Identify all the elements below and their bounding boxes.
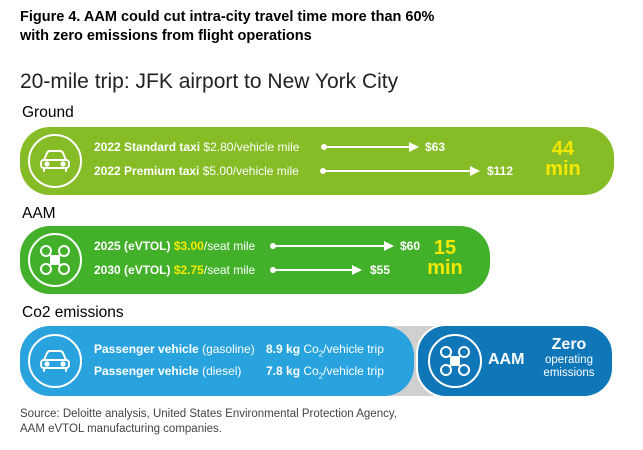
aam-duration-unit: min <box>427 257 463 279</box>
section-label-aam: AAM <box>22 205 56 222</box>
zero-sub-2: emissions <box>543 367 595 379</box>
section-label-ground: Ground <box>22 104 74 121</box>
co2-row-1-label: Passenger vehicle <box>94 342 199 356</box>
co2-row-2-fuel: (diesel) <box>202 364 242 378</box>
subtitle: 20-mile trip: JFK airport to New York Ci… <box>20 70 399 93</box>
co2-row-2-unit-prefix: Co <box>303 364 319 378</box>
aam-panel: 2025 (eVTOL) $3.00/seat mile $60 2030 (e… <box>20 226 490 294</box>
co2-row-1-unit-suffix: /vehicle trip <box>323 342 384 356</box>
zero-emissions: Zero operating emissions <box>536 336 602 380</box>
co2-row-2-label: Passenger vehicle <box>94 364 199 378</box>
aam-duration: 15 min <box>420 238 470 278</box>
drone-icon <box>28 233 82 287</box>
arrow-line <box>273 245 385 247</box>
aam-row-1-label: 2025 (eVTOL) <box>94 239 171 253</box>
ground-row-1-rate: $2.80/vehicle mile <box>203 140 300 154</box>
arrow-line <box>323 170 471 172</box>
zero-label: Zero <box>551 336 587 353</box>
arrow-head <box>409 142 419 152</box>
co2-row-2-unit-suffix: /vehicle trip <box>323 364 384 378</box>
ground-row-1-label: 2022 Standard taxi <box>94 140 201 154</box>
zero-sub-1: operating <box>545 354 593 366</box>
ground-row-2-rate: $5.00/vehicle mile <box>202 164 299 178</box>
source-line-2: AAM eVTOL manufacturing companies. <box>20 423 222 435</box>
arrow-line <box>273 269 353 271</box>
aam-row-1: 2025 (eVTOL) $3.00/seat mile <box>94 239 255 253</box>
co2-aam-panel: AAM Zero operating emissions <box>416 324 614 398</box>
aam-duration-value: 15 <box>433 237 457 259</box>
co2-row-1-unit-sub: 2 <box>318 349 324 359</box>
ground-row-1: 2022 Standard taxi $2.80/vehicle mile <box>94 140 299 154</box>
ground-row-1-price: $63 <box>425 140 446 154</box>
co2-vehicle-panel: Passenger vehicle (gasoline) 8.9 kg Co2/… <box>20 326 414 396</box>
ground-panel: 2022 Standard taxi $2.80/vehicle mile $6… <box>20 127 614 195</box>
ground-duration: 44 min <box>538 139 588 179</box>
ground-row-2-price: $112 <box>487 164 514 178</box>
co2-row-2-value: 7.8 kg Co2/vehicle trip <box>266 364 384 380</box>
ground-row-2: 2022 Premium taxi $5.00/vehicle mile <box>94 164 299 178</box>
arrow-head <box>384 241 394 251</box>
figure-title: Figure 4. AAM could cut intra-city trave… <box>20 9 435 44</box>
co2-row-1-value: 8.9 kg Co2/vehicle trip <box>266 342 384 358</box>
source-note: Source: Deloitte analysis, United States… <box>20 407 440 437</box>
arrow-line <box>324 146 410 148</box>
aam-row-2-rate-unit: /seat mile <box>203 263 256 277</box>
co2-row-1-unit-prefix: Co <box>303 342 319 356</box>
car-icon <box>28 134 82 188</box>
car-icon <box>28 334 82 388</box>
co2-row-2-amount: 7.8 kg <box>266 364 301 378</box>
aam-row-1-price: $60 <box>400 239 421 253</box>
aam-row-2-rate: $2.75 <box>173 263 204 277</box>
aam-row-1-rate: $3.00 <box>173 239 204 253</box>
ground-row-2-label: 2022 Premium taxi <box>94 164 200 178</box>
aam-row-1-rate-unit: /seat mile <box>203 239 256 253</box>
arrow-head <box>470 166 480 176</box>
co2-row-1-amount: 8.9 kg <box>266 342 301 356</box>
co2-aam-label: AAM <box>488 351 525 368</box>
ground-duration-unit: min <box>545 158 581 180</box>
arrow-head <box>352 265 362 275</box>
co2-row-1-fuel: (gasoline) <box>202 342 255 356</box>
drone-icon <box>428 334 482 388</box>
source-line-1: Source: Deloitte analysis, United States… <box>20 408 397 420</box>
co2-row-1: Passenger vehicle (gasoline) <box>94 342 255 356</box>
aam-row-2-price: $55 <box>370 263 391 277</box>
aam-row-2-label: 2030 (eVTOL) <box>94 263 171 277</box>
aam-row-2: 2030 (eVTOL) $2.75/seat mile <box>94 263 255 277</box>
section-label-co2: Co2 emissions <box>22 304 124 321</box>
co2-row-2: Passenger vehicle (diesel) <box>94 364 241 378</box>
co2-row-2-unit-sub: 2 <box>318 371 324 381</box>
ground-duration-value: 44 <box>551 138 575 160</box>
